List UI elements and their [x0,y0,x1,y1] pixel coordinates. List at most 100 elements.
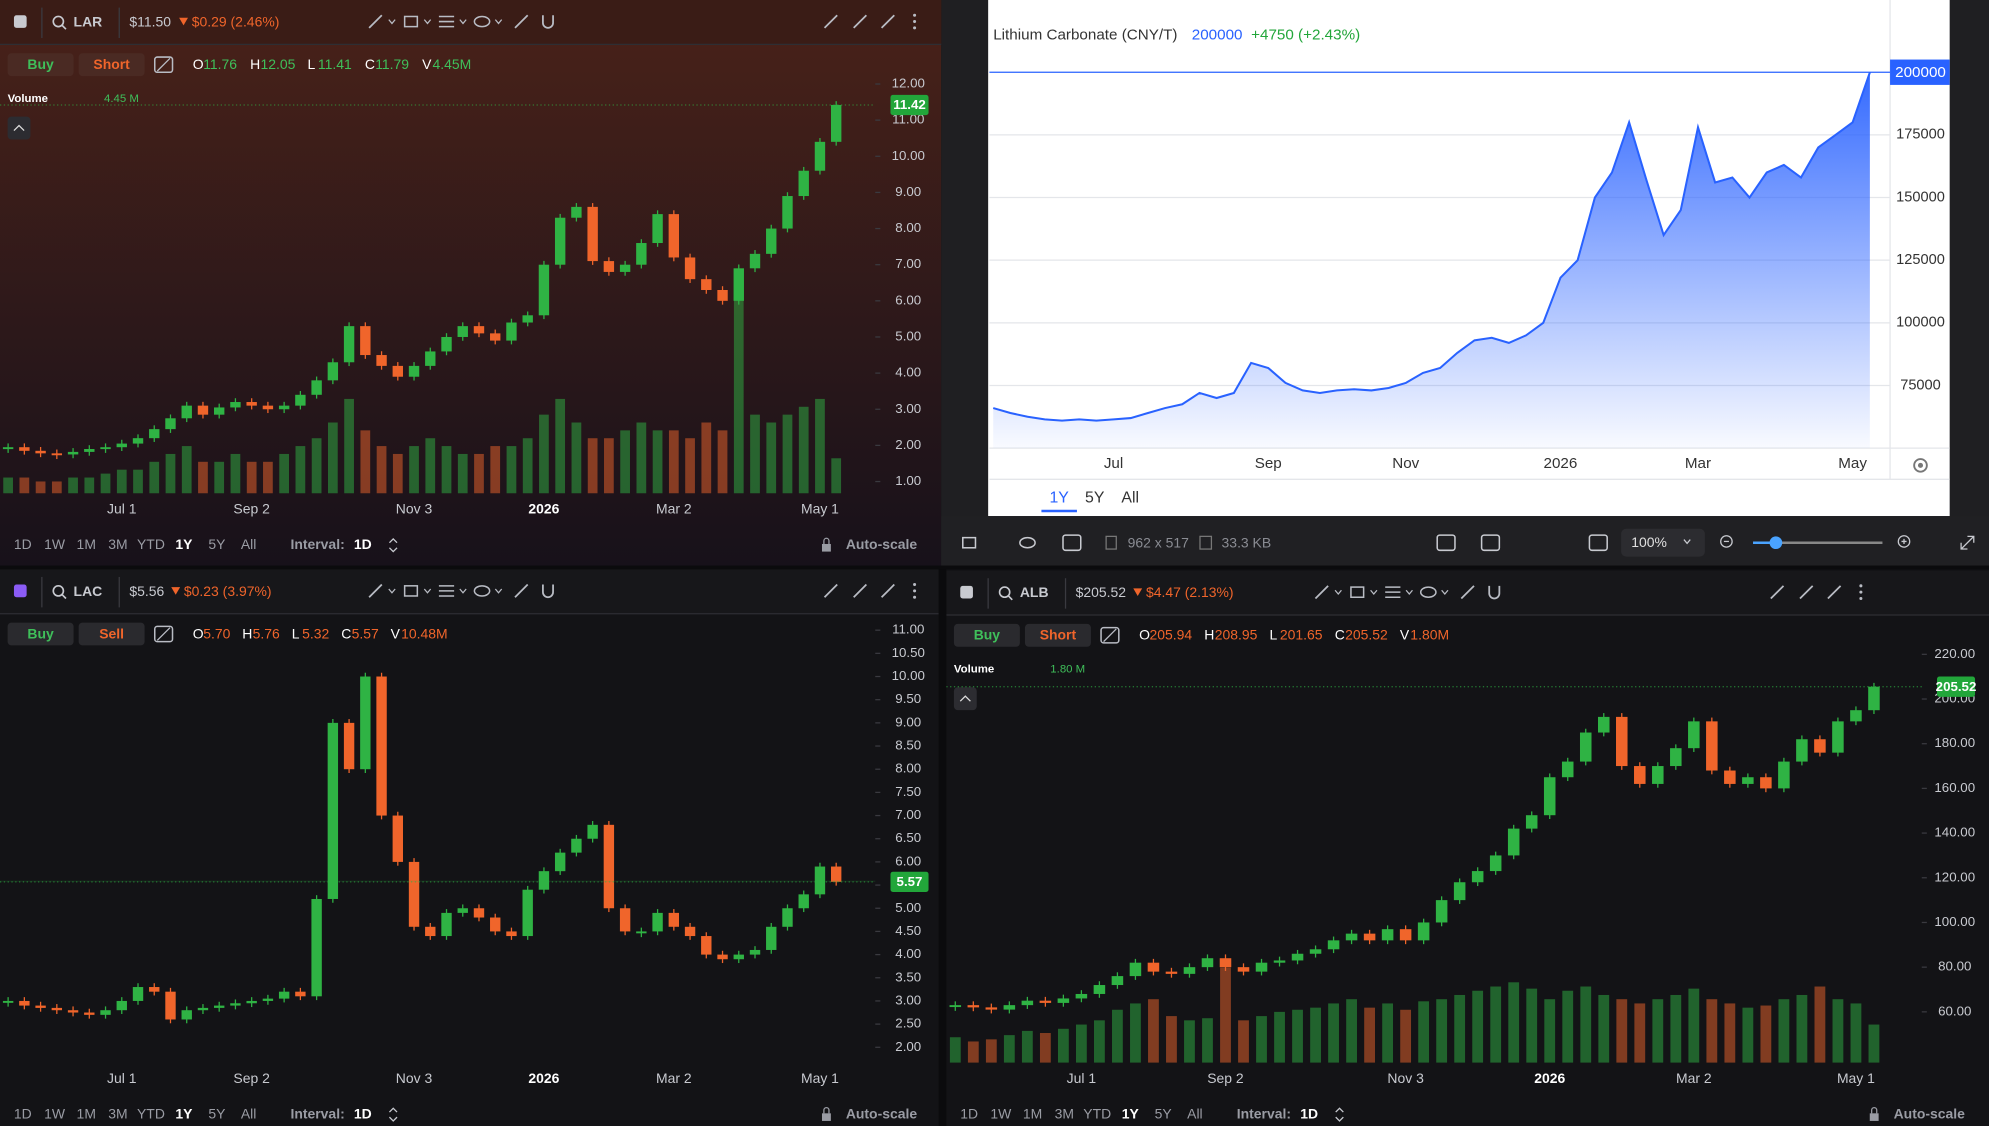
range-button[interactable]: 5Y [1155,1105,1172,1121]
tool-icon[interactable] [853,583,868,598]
tool-icon[interactable] [368,14,383,29]
tool-icon[interactable] [473,585,491,597]
settings-icon[interactable] [1913,458,1928,473]
tool-icon[interactable] [1385,586,1401,598]
sell-label[interactable]: Short [1040,627,1077,643]
menu-dot[interactable] [913,583,917,587]
buy-label[interactable]: Buy [27,56,54,72]
tool-icon[interactable] [1770,585,1785,600]
sell-label[interactable]: Short [93,56,130,72]
menu-dot[interactable] [1859,590,1863,594]
settings-icon[interactable] [1917,462,1924,468]
tool-icon[interactable] [1100,626,1120,644]
collapse-button[interactable] [953,687,977,711]
sell-button[interactable] [1024,623,1091,647]
tool-icon[interactable] [153,625,174,643]
autoscale[interactable]: Auto-scale [846,536,918,552]
menu-dot[interactable] [913,20,917,24]
zoom-select[interactable] [1621,528,1705,557]
tool-icon[interactable] [403,585,419,597]
range-button[interactable]: YTD [137,536,165,552]
range-button[interactable]: 1D [14,1105,32,1121]
range-button[interactable]: YTD [1083,1105,1111,1121]
symbol-square[interactable] [960,585,973,599]
tool-icon[interactable] [1488,585,1501,600]
interval-arrows[interactable] [1335,1107,1344,1122]
zoom-value[interactable]: 100% [1631,534,1667,550]
interval-value[interactable]: 1D [1300,1105,1318,1121]
expand-icon[interactable] [1960,535,1975,550]
tool-icon[interactable] [1436,534,1456,552]
range-button[interactable]: 1Y [175,536,193,552]
tool-icon[interactable] [1419,586,1437,598]
tool-icon[interactable] [1350,586,1365,598]
tool-icon[interactable] [403,15,419,28]
tool-icon[interactable] [823,14,838,29]
menu-dot[interactable] [913,589,917,593]
range-button[interactable]: 3M [1055,1105,1074,1121]
tool-icon[interactable] [153,56,174,74]
search-icon[interactable] [998,586,1011,599]
tool-icon[interactable] [1827,585,1842,600]
range-button[interactable]: 3M [108,1105,127,1121]
tool-icon[interactable] [1062,534,1082,552]
range-button[interactable]: 3M [108,536,127,552]
range-button[interactable]: 5Y [208,536,225,552]
tool-icon[interactable] [880,583,895,598]
tool-icon[interactable] [1799,585,1814,600]
sell-button[interactable] [78,622,145,646]
buy-button[interactable] [7,53,74,77]
symbol-square[interactable] [13,15,27,28]
ticker[interactable]: LAC [74,583,103,599]
zoom-knob[interactable] [1769,536,1783,550]
tool-icon[interactable] [438,15,455,28]
ticker[interactable]: ALB [1020,584,1049,600]
range-button[interactable]: 1M [77,536,96,552]
range-button[interactable]: 1D [14,536,32,552]
collapse-button[interactable] [7,116,31,140]
sell-label[interactable]: Sell [99,625,124,641]
range-tab[interactable]: 1Y [1049,490,1069,507]
zoom-out[interactable] [1720,535,1733,548]
tool-icon[interactable] [542,15,554,29]
tool-icon[interactable] [1314,585,1329,600]
tool-icon[interactable] [514,14,529,29]
interval-value[interactable]: 1D [354,536,372,552]
tool-icon[interactable] [962,536,977,549]
range-button[interactable]: 1M [77,1105,96,1121]
tool-icon[interactable] [542,584,554,599]
symbol-square[interactable] [13,584,27,598]
menu-dot[interactable] [1859,584,1863,588]
tool-icon[interactable] [514,583,529,598]
menu-dot[interactable] [913,13,917,17]
range-button[interactable]: All [241,536,257,552]
range-button[interactable]: 1Y [1122,1105,1140,1121]
interval-arrows[interactable] [388,1107,398,1122]
range-button[interactable]: 1W [44,536,66,552]
tool-icon[interactable] [823,583,838,598]
range-button[interactable]: All [241,1105,257,1121]
ticker[interactable]: LAR [74,14,103,30]
sell-button[interactable] [78,53,145,77]
buy-button[interactable] [7,622,74,646]
buy-label[interactable]: Buy [974,627,1001,643]
range-tab[interactable]: 5Y [1085,490,1105,507]
tool-icon[interactable] [368,583,383,598]
buy-label[interactable]: Buy [27,625,54,641]
range-button[interactable]: 5Y [208,1105,225,1121]
autoscale[interactable]: Auto-scale [846,1105,918,1121]
tool-icon[interactable] [438,585,455,597]
menu-dot[interactable] [913,595,917,599]
range-button[interactable]: 1W [990,1105,1012,1121]
interval-arrows[interactable] [388,538,398,553]
zoom-in[interactable] [1897,535,1911,548]
search-icon[interactable] [52,585,65,597]
tool-icon[interactable] [853,14,868,29]
range-button[interactable]: All [1187,1105,1203,1121]
search-icon[interactable] [52,15,65,28]
range-button[interactable]: 1M [1023,1105,1042,1121]
menu-dot[interactable] [913,26,917,30]
menu-dot[interactable] [1859,596,1863,601]
tool-icon[interactable] [1460,585,1475,600]
interval-value[interactable]: 1D [354,1105,372,1121]
